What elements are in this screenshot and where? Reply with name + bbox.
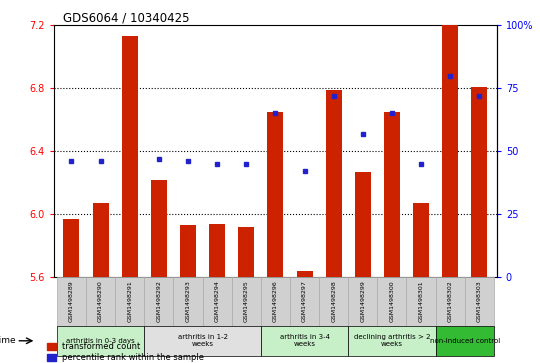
- FancyBboxPatch shape: [436, 277, 465, 326]
- Text: GSM1498291: GSM1498291: [127, 281, 132, 322]
- Bar: [296, 271, 313, 277]
- Bar: [384, 112, 400, 277]
- Bar: [122, 36, 138, 277]
- FancyBboxPatch shape: [232, 277, 261, 326]
- Bar: [413, 203, 429, 277]
- FancyBboxPatch shape: [348, 277, 377, 326]
- Text: GSM1498300: GSM1498300: [389, 281, 394, 322]
- Bar: [209, 224, 225, 277]
- FancyBboxPatch shape: [57, 277, 86, 326]
- Text: GSM1498299: GSM1498299: [360, 281, 365, 322]
- FancyBboxPatch shape: [436, 326, 494, 356]
- Bar: [151, 180, 167, 277]
- Text: GSM1498295: GSM1498295: [244, 281, 249, 322]
- Bar: [238, 227, 254, 277]
- Text: arthritis in 3-4
weeks: arthritis in 3-4 weeks: [280, 334, 329, 347]
- FancyBboxPatch shape: [319, 277, 348, 326]
- Bar: [267, 112, 284, 277]
- Text: non-induced control: non-induced control: [430, 338, 500, 344]
- FancyBboxPatch shape: [115, 277, 144, 326]
- FancyBboxPatch shape: [261, 326, 348, 356]
- Text: GSM1498301: GSM1498301: [418, 281, 423, 322]
- Text: declining arthritis > 2
weeks: declining arthritis > 2 weeks: [354, 334, 430, 347]
- FancyBboxPatch shape: [407, 277, 436, 326]
- FancyBboxPatch shape: [261, 277, 290, 326]
- Text: GSM1498297: GSM1498297: [302, 281, 307, 322]
- FancyBboxPatch shape: [202, 277, 232, 326]
- Legend: transformed count, percentile rank within the sample: transformed count, percentile rank withi…: [48, 342, 204, 363]
- Bar: [355, 172, 371, 277]
- Text: GSM1498302: GSM1498302: [448, 281, 453, 322]
- Bar: [64, 219, 79, 277]
- Text: GSM1498289: GSM1498289: [69, 281, 74, 322]
- FancyBboxPatch shape: [57, 326, 144, 356]
- Text: arthritis in 1-2
weeks: arthritis in 1-2 weeks: [178, 334, 227, 347]
- Text: GSM1498293: GSM1498293: [186, 281, 191, 322]
- FancyBboxPatch shape: [290, 277, 319, 326]
- Bar: [180, 225, 196, 277]
- Text: GSM1498296: GSM1498296: [273, 281, 278, 322]
- FancyBboxPatch shape: [173, 277, 202, 326]
- Text: GSM1498292: GSM1498292: [157, 281, 161, 322]
- Text: GDS6064 / 10340425: GDS6064 / 10340425: [63, 11, 190, 24]
- Text: GSM1498290: GSM1498290: [98, 281, 103, 322]
- Bar: [442, 25, 458, 277]
- FancyBboxPatch shape: [144, 277, 173, 326]
- FancyBboxPatch shape: [348, 326, 436, 356]
- Text: GSM1498298: GSM1498298: [331, 281, 336, 322]
- Text: GSM1498294: GSM1498294: [214, 281, 220, 322]
- Text: arthritis in 0-3 days: arthritis in 0-3 days: [66, 338, 135, 344]
- FancyBboxPatch shape: [465, 277, 494, 326]
- FancyBboxPatch shape: [86, 277, 115, 326]
- Bar: [471, 87, 487, 277]
- Bar: [326, 90, 342, 277]
- Bar: [92, 203, 109, 277]
- Text: GSM1498303: GSM1498303: [477, 281, 482, 322]
- Text: time: time: [0, 336, 16, 345]
- FancyBboxPatch shape: [144, 326, 261, 356]
- FancyBboxPatch shape: [377, 277, 407, 326]
